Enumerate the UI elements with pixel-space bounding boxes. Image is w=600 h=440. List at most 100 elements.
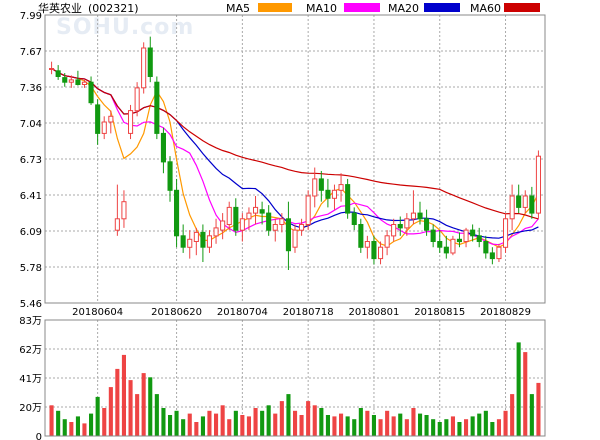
candle-body	[358, 224, 364, 248]
candle	[522, 190, 528, 214]
candle	[62, 73, 68, 87]
candle	[121, 190, 127, 228]
volume-bar	[490, 422, 495, 436]
volume-bar	[516, 342, 521, 436]
candle	[345, 178, 351, 219]
candle	[68, 75, 74, 88]
candle	[424, 209, 430, 236]
volume-tick-label: 83万	[19, 316, 42, 327]
volume-bar	[56, 410, 61, 436]
candle	[331, 184, 337, 210]
candle	[404, 213, 410, 236]
candle-body	[483, 241, 489, 254]
volume-bar	[483, 410, 488, 436]
volume-bar	[95, 396, 100, 436]
candle-body	[384, 235, 390, 248]
price-tick-label: 7.99	[20, 11, 42, 22]
date-tick-label: 20180815	[414, 307, 465, 318]
candle-body	[259, 209, 265, 214]
candle-body	[266, 212, 272, 231]
candle	[410, 190, 416, 225]
candle-body	[285, 218, 291, 252]
candle-body	[213, 227, 219, 237]
candle-body	[114, 218, 120, 231]
candle-body	[246, 212, 252, 220]
candle-body	[404, 218, 410, 229]
candle-body	[397, 224, 403, 229]
candle	[351, 207, 357, 231]
candle	[95, 99, 101, 145]
volume-bar	[102, 408, 107, 436]
candle	[364, 235, 370, 259]
volume-bar	[115, 368, 120, 436]
candle	[55, 65, 61, 80]
volume-bar	[148, 377, 153, 436]
volume-bar	[273, 413, 278, 436]
candle-body	[206, 235, 212, 248]
candle-body	[331, 189, 337, 199]
candle	[437, 230, 443, 253]
volume-bar	[365, 410, 370, 436]
candle	[246, 207, 252, 231]
stock-name: 华英农业	[38, 1, 82, 15]
volume-bar	[108, 387, 113, 436]
volume-tick-label: 41万	[19, 374, 42, 385]
candle-body	[55, 70, 61, 78]
volume-bar	[293, 410, 298, 436]
candle	[417, 201, 423, 225]
price-tick-label: 6.09	[20, 227, 42, 238]
candle	[233, 198, 239, 236]
candle	[503, 213, 509, 253]
volume-bar	[450, 416, 455, 436]
candle	[371, 235, 377, 265]
candle-body	[437, 241, 443, 248]
candle-body	[193, 231, 199, 242]
candle	[430, 224, 436, 248]
candle-body	[167, 161, 173, 191]
volume-bar	[510, 394, 515, 436]
volume-bar	[299, 415, 304, 436]
candle-body	[233, 206, 239, 231]
price-grid	[45, 14, 545, 304]
volume-bar	[371, 415, 376, 436]
candle	[397, 216, 403, 236]
candle-body	[174, 189, 180, 237]
volume-bar	[279, 401, 284, 436]
volume-bar	[306, 401, 311, 436]
candle-body	[292, 229, 298, 248]
volume-bar	[431, 419, 436, 436]
date-tick-label: 20180620	[151, 307, 202, 318]
price-tick-label: 6.73	[20, 155, 42, 166]
candle	[470, 224, 476, 242]
candle	[450, 235, 456, 256]
volume-bar	[536, 382, 541, 436]
volume-bar	[89, 413, 94, 436]
ma60-legend-swatch	[504, 3, 540, 12]
volume-bar	[168, 415, 173, 436]
volume-bar	[260, 410, 265, 436]
volume-bar	[352, 419, 357, 436]
candle-body	[101, 121, 107, 134]
volume-bar	[385, 410, 390, 436]
candle-body	[121, 201, 127, 220]
candle-body	[160, 132, 166, 163]
candle	[285, 201, 291, 270]
candle-body	[108, 115, 114, 123]
candle	[226, 201, 232, 231]
candle-body	[75, 79, 81, 86]
candle-body	[516, 195, 522, 208]
candle	[516, 184, 522, 214]
date-tick-label: 20180718	[283, 307, 334, 318]
candle	[358, 218, 364, 253]
chart-header: 华英农业 (002321) MA5 MA10 MA20 MA60	[38, 1, 540, 15]
candle-body	[424, 218, 430, 231]
volume-bar	[69, 422, 74, 436]
candle-body	[141, 47, 147, 89]
candle	[463, 227, 469, 248]
volume-bar	[214, 413, 219, 436]
candle	[141, 42, 147, 94]
volume-bar	[62, 419, 67, 436]
candle	[193, 227, 199, 256]
candle	[200, 224, 206, 263]
candle-body	[128, 110, 134, 134]
